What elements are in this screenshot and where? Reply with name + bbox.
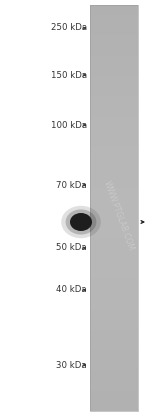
Bar	[90, 198, 138, 208]
Ellipse shape	[61, 206, 101, 238]
Bar	[90, 188, 138, 198]
Bar	[90, 269, 138, 280]
Bar	[90, 360, 138, 371]
Ellipse shape	[70, 213, 92, 231]
Bar	[90, 56, 138, 67]
Bar	[90, 391, 138, 401]
Bar	[90, 178, 138, 188]
Text: 150 kDa: 150 kDa	[51, 70, 87, 79]
Bar	[90, 66, 138, 77]
Bar	[90, 106, 138, 117]
Text: 50 kDa: 50 kDa	[56, 243, 87, 253]
Bar	[90, 147, 138, 158]
Bar	[90, 76, 138, 87]
Bar	[90, 330, 138, 340]
Bar	[90, 249, 138, 259]
Text: 100 kDa: 100 kDa	[51, 121, 87, 129]
Bar	[90, 127, 138, 137]
Bar	[90, 401, 138, 411]
Bar	[90, 370, 138, 381]
Bar	[90, 300, 138, 310]
Bar	[90, 157, 138, 168]
Bar	[90, 259, 138, 270]
Bar	[90, 319, 138, 330]
Bar	[90, 238, 138, 249]
Text: 40 kDa: 40 kDa	[56, 285, 87, 295]
Bar	[90, 116, 138, 127]
Bar	[90, 228, 138, 239]
Bar	[90, 218, 138, 229]
Bar	[90, 35, 138, 46]
Bar	[90, 289, 138, 300]
Bar	[90, 381, 138, 391]
Bar	[90, 340, 138, 351]
Bar	[90, 25, 138, 36]
Bar	[90, 279, 138, 290]
Bar	[90, 86, 138, 97]
Bar	[90, 5, 138, 16]
Text: 250 kDa: 250 kDa	[51, 23, 87, 32]
Bar	[90, 167, 138, 178]
Text: WWW.PTGLAB.COM: WWW.PTGLAB.COM	[102, 180, 136, 253]
Bar	[90, 137, 138, 148]
Bar	[90, 15, 138, 26]
Text: 70 kDa: 70 kDa	[56, 181, 87, 190]
Bar	[90, 310, 138, 320]
Bar	[90, 97, 138, 107]
Ellipse shape	[66, 209, 96, 235]
Bar	[90, 5, 138, 411]
Bar	[90, 208, 138, 219]
Bar	[90, 46, 138, 56]
Bar	[90, 350, 138, 361]
Text: 30 kDa: 30 kDa	[56, 361, 87, 369]
